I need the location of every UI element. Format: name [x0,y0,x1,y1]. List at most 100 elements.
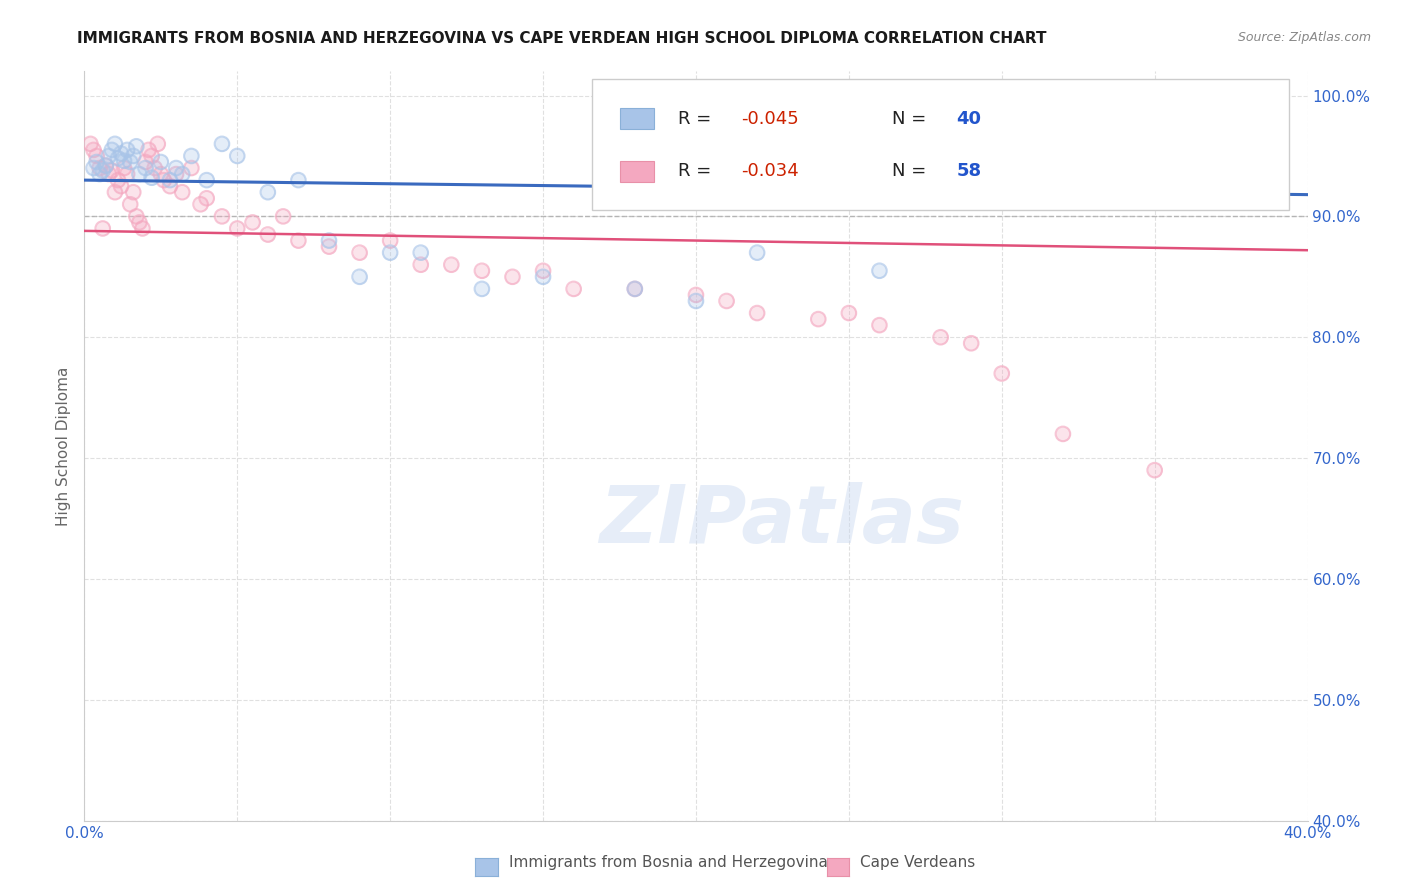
Point [79,136,101,151]
Text: High School Diploma: High School Diploma [56,367,70,525]
Point [94,159,117,173]
Text: Cape Verdeans: Cape Verdeans [860,855,976,870]
Point [502,269,524,284]
Point [440,258,463,272]
Point [1143,463,1166,477]
FancyBboxPatch shape [592,78,1289,210]
Point [112,153,135,168]
Point [195,191,218,205]
Point [624,282,647,296]
Point [257,227,280,242]
Text: Source: ZipAtlas.com: Source: ZipAtlas.com [1237,31,1371,45]
Point [180,161,202,175]
Point [409,258,432,272]
Point [104,136,127,151]
Point [172,167,194,181]
Point [409,258,432,272]
Point [929,330,952,344]
Point [91,163,114,178]
Point [110,179,132,194]
Point [125,139,148,153]
Point [1052,161,1074,175]
Point [135,155,157,169]
Point [112,161,135,175]
Point [149,155,172,169]
Point [172,185,194,199]
Point [195,173,218,187]
Point [149,167,172,181]
Point [960,336,983,351]
Point [122,149,145,163]
Point [141,149,163,163]
Point [101,163,124,178]
Point [349,269,371,284]
Point [318,239,340,253]
Point [471,282,494,296]
Text: Immigrants from Bosnia and Herzegovina: Immigrants from Bosnia and Herzegovina [509,855,828,870]
Point [165,167,187,181]
Point [141,170,163,185]
Point [349,245,371,260]
Text: 58: 58 [956,162,981,180]
Point [138,143,160,157]
Point [562,282,585,296]
Point [531,264,554,278]
Point [471,264,494,278]
Point [287,173,309,187]
Point [107,173,129,187]
Point [991,367,1014,381]
Point [97,149,120,163]
Point [257,185,280,199]
Point [531,264,554,278]
Point [409,245,432,260]
Point [531,269,554,284]
Text: ZIPatlas: ZIPatlas [599,482,965,560]
Point [97,167,120,181]
Text: -0.034: -0.034 [741,162,799,180]
Point [172,185,194,199]
Text: 40: 40 [956,110,981,128]
Point [180,149,202,163]
Text: IMMIGRANTS FROM BOSNIA AND HERZEGOVINA VS CAPE VERDEAN HIGH SCHOOL DIPLOMA CORRE: IMMIGRANTS FROM BOSNIA AND HERZEGOVINA V… [77,31,1047,46]
Point [83,161,105,175]
FancyBboxPatch shape [620,161,654,181]
Point [104,136,127,151]
Point [107,173,129,187]
Point [716,293,738,308]
Point [89,167,111,181]
Point [242,215,264,229]
Point [122,185,145,199]
Point [110,179,132,194]
Point [125,139,148,153]
Point [104,185,127,199]
Point [79,136,101,151]
Text: N =: N = [891,162,932,180]
Point [115,143,138,157]
Point [115,167,138,181]
Text: N =: N = [891,110,932,128]
Point [94,159,117,173]
Point [440,258,463,272]
Point [128,215,150,229]
Point [128,167,150,181]
Point [685,293,707,308]
Point [104,185,127,199]
Point [1021,167,1043,181]
Point [146,136,169,151]
Point [380,234,402,248]
Point [380,234,402,248]
Point [131,221,153,235]
Point [287,234,309,248]
Point [141,170,163,185]
Point [107,152,129,166]
Point [125,210,148,224]
Point [226,221,249,235]
Point [165,167,187,181]
Point [960,336,983,351]
Point [287,234,309,248]
Text: -0.045: -0.045 [741,110,799,128]
Point [1052,161,1074,175]
Point [135,155,157,169]
Point [226,221,249,235]
Point [226,149,249,163]
